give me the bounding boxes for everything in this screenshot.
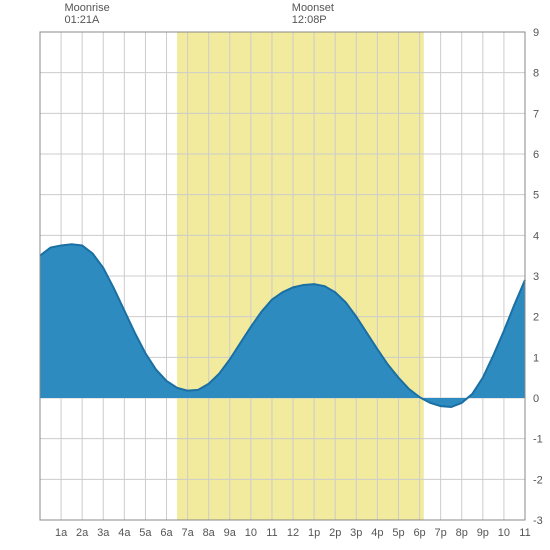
y-tick-label: 3	[533, 271, 539, 283]
x-tick-label: 2a	[76, 527, 89, 539]
y-tick-label: 5	[533, 190, 539, 202]
x-tick-label: 6a	[160, 527, 173, 539]
tide-chart: Moonrise 01:21A Moonset 12:08P -3-2-1012…	[0, 0, 550, 550]
chart-svg: -3-2-101234567891a2a3a4a5a6a7a8a9a101112…	[0, 0, 550, 550]
moonset-time: 12:08P	[292, 14, 334, 26]
x-tick-label: 10	[245, 527, 257, 539]
y-axis-labels: -3 -2 -1 0 1 2 3 4 5 6 7 8 9	[533, 27, 543, 527]
x-tick-label: 9p	[477, 527, 489, 539]
x-tick-label: 11	[519, 527, 530, 539]
x-tick-label: 3p	[350, 527, 362, 539]
x-tick-label: 12	[287, 527, 299, 539]
moonrise-label: Moonrise	[64, 2, 109, 14]
x-axis-labels: 1a 2a 3a 4a 5a 6a 7a 8a 9a 10 11 12 1p 2p 3p 4p 5p 6p 7p 8p…	[55, 527, 531, 539]
y-tick-label: 2	[533, 312, 539, 324]
y-tick-label: -1	[533, 434, 543, 446]
y-tick-label: 7	[533, 108, 539, 120]
x-tick-label: 1p	[308, 527, 320, 539]
x-tick-label: 11	[266, 527, 277, 539]
x-tick-label: 8a	[203, 527, 216, 539]
y-tick-label: -3	[533, 515, 543, 527]
x-tick-label: 6p	[413, 527, 425, 539]
x-tick-label: 4a	[118, 527, 131, 539]
y-tick-label: -2	[533, 474, 543, 486]
x-tick-label: 9a	[224, 527, 237, 539]
x-tick-label: 7a	[181, 527, 194, 539]
x-tick-label: 2p	[329, 527, 341, 539]
x-tick-label: 8p	[456, 527, 468, 539]
y-tick-label: 8	[533, 68, 539, 80]
y-tick-label: 1	[533, 352, 539, 364]
y-tick-label: 0	[533, 393, 539, 405]
x-tick-label: 3a	[97, 527, 110, 539]
y-tick-label: 6	[533, 149, 539, 161]
y-tick-label: 4	[533, 230, 539, 242]
y-tick-label: 9	[533, 27, 539, 39]
x-tick-label: 7p	[435, 527, 447, 539]
x-tick-label: 1a	[55, 527, 68, 539]
moonrise-time: 01:21A	[64, 14, 109, 26]
x-tick-label: 10	[498, 527, 510, 539]
moonset-label: Moonset	[292, 2, 334, 14]
x-tick-label: 5p	[392, 527, 404, 539]
x-tick-label: 4p	[371, 527, 383, 539]
moonset-annotation: Moonset 12:08P	[292, 2, 334, 26]
x-tick-label: 5a	[139, 527, 152, 539]
moonrise-annotation: Moonrise 01:21A	[64, 2, 109, 26]
